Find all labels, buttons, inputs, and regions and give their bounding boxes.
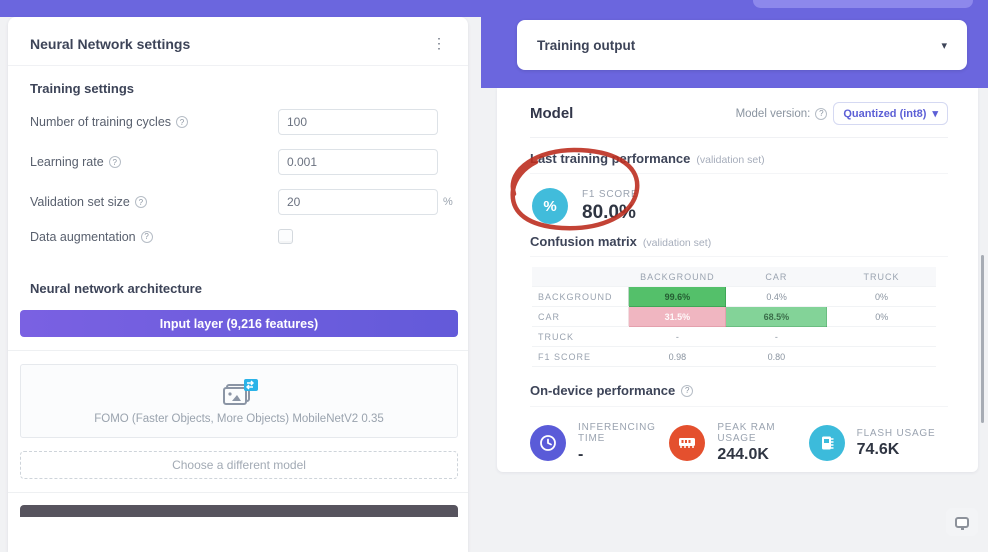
selected-model-card[interactable]: FOMO (Faster Objects, More Objects) Mobi… — [20, 364, 458, 438]
help-icon[interactable]: ? — [681, 384, 694, 397]
confusion-matrix-table: BACKGROUND CAR TRUCK BACKGROUND 99.6% 0.… — [532, 267, 936, 367]
field-label: Number of training cycles ? — [30, 115, 278, 129]
col-header-car: CAR — [725, 267, 827, 287]
divider — [8, 492, 468, 493]
matrix-row-truck: TRUCK - - — [532, 326, 936, 347]
divider — [8, 350, 468, 351]
on-device-heading: On-device performance ? — [530, 383, 948, 407]
chevron-down-icon: ▾ — [932, 108, 938, 120]
matrix-cell: - — [628, 326, 726, 347]
matrix-cell: - — [725, 326, 827, 347]
help-icon[interactable]: ? — [140, 230, 153, 243]
f1-score-value: 80.0% — [582, 201, 636, 223]
help-icon[interactable]: ? — [134, 196, 147, 208]
confusion-matrix-heading: Confusion matrix (validation set) — [530, 234, 948, 257]
choose-different-model-button[interactable]: Choose a different model — [20, 451, 458, 479]
help-icon[interactable]: ? — [815, 107, 828, 120]
field-row-learning-rate: Learning rate ? — [8, 142, 468, 182]
matrix-cell: 31.5% — [628, 306, 727, 327]
selected-model-name: FOMO (Faster Objects, More Objects) Mobi… — [94, 413, 384, 425]
matrix-cell — [826, 326, 936, 347]
chip-icon — [808, 425, 845, 461]
f1-score-metric: % F1 SCORE 80.0% — [532, 188, 948, 224]
data-augmentation-checkbox[interactable] — [278, 229, 293, 244]
col-header-truck: TRUCK — [826, 267, 936, 287]
matrix-cell: 68.5% — [725, 306, 828, 327]
card-header: Neural Network settings ⋮ — [8, 17, 468, 66]
row-label: TRUCK — [532, 326, 629, 347]
percent-icon: % — [532, 188, 568, 224]
clock-icon — [530, 425, 566, 461]
field-label: Validation set size ? — [30, 195, 278, 209]
matrix-row-f1: F1 SCORE 0.98 0.80 — [532, 346, 936, 367]
col-header-background: BACKGROUND — [628, 267, 726, 287]
help-icon[interactable]: ? — [108, 156, 121, 168]
transfer-learning-icon — [223, 379, 258, 405]
matrix-cell: 99.6% — [628, 286, 727, 307]
matrix-cell: 0% — [826, 306, 936, 327]
field-label: Data augmentation ? — [30, 230, 278, 244]
matrix-row-background: BACKGROUND 99.6% 0.4% 0% — [532, 286, 936, 307]
field-row-training-cycles: Number of training cycles ? — [8, 102, 468, 142]
field-row-data-augmentation: Data augmentation ? — [8, 222, 468, 251]
flash-usage-metric: FLASH USAGE 74.6K — [808, 422, 948, 464]
chat-icon — [955, 516, 969, 530]
inferencing-time-metric: INFERENCING TIME - — [530, 422, 669, 464]
training-settings-heading: Training settings — [30, 81, 135, 96]
kebab-menu-icon[interactable]: ⋮ — [432, 35, 446, 51]
row-label: BACKGROUND — [532, 286, 629, 307]
matrix-header-row: BACKGROUND CAR TRUCK — [532, 267, 936, 287]
field-row-validation-size: Validation set size ? % — [8, 182, 468, 222]
ram-icon — [669, 425, 706, 461]
matrix-cell: 0.4% — [725, 286, 827, 307]
training-output-header[interactable]: Training output ▾ — [517, 20, 967, 70]
validation-size-input[interactable] — [278, 189, 438, 215]
training-output-title: Training output — [537, 37, 636, 53]
feedback-widget-button[interactable] — [946, 508, 978, 536]
f1-score-label: F1 SCORE — [582, 188, 639, 200]
percent-suffix: % — [443, 196, 453, 208]
matrix-cell: 0.98 — [628, 346, 726, 367]
matrix-cell: 0% — [826, 286, 936, 307]
row-label: CAR — [532, 306, 629, 327]
matrix-cell: 0.80 — [725, 346, 827, 367]
field-label: Learning rate ? — [30, 155, 278, 169]
top-right-button-partial[interactable] — [753, 0, 973, 8]
matrix-row-car: CAR 31.5% 68.5% 0% — [532, 306, 936, 327]
scrollbar-thumb[interactable] — [981, 255, 984, 423]
peak-ram-metric: PEAK RAM USAGE 244.0K — [669, 422, 808, 464]
model-header-row: Model Model version: ? Quantized (int8) … — [530, 102, 948, 138]
card-title: Neural Network settings — [30, 35, 191, 52]
model-output-card: Model Model version: ? Quantized (int8) … — [497, 88, 978, 472]
start-training-button-partial[interactable] — [20, 505, 458, 517]
neural-network-settings-card: Neural Network settings ⋮ Training setti… — [8, 17, 468, 552]
on-device-metrics: INFERENCING TIME - PEAK RAM USAGE 244.0K… — [530, 422, 948, 464]
training-cycles-input[interactable] — [278, 109, 438, 135]
row-label: F1 SCORE — [532, 346, 629, 367]
last-training-heading: Last training performance (validation se… — [530, 151, 948, 174]
matrix-cell — [826, 346, 936, 367]
model-version-dropdown[interactable]: Quantized (int8) ▾ — [833, 102, 948, 125]
help-icon[interactable]: ? — [176, 116, 189, 128]
model-version-label: Model version: ? — [736, 107, 828, 120]
chevron-down-icon[interactable]: ▾ — [941, 39, 947, 52]
model-title: Model — [530, 105, 574, 122]
architecture-heading: Neural network architecture — [30, 281, 202, 296]
learning-rate-input[interactable] — [278, 149, 438, 175]
input-layer-button[interactable]: Input layer (9,216 features) — [20, 310, 458, 337]
